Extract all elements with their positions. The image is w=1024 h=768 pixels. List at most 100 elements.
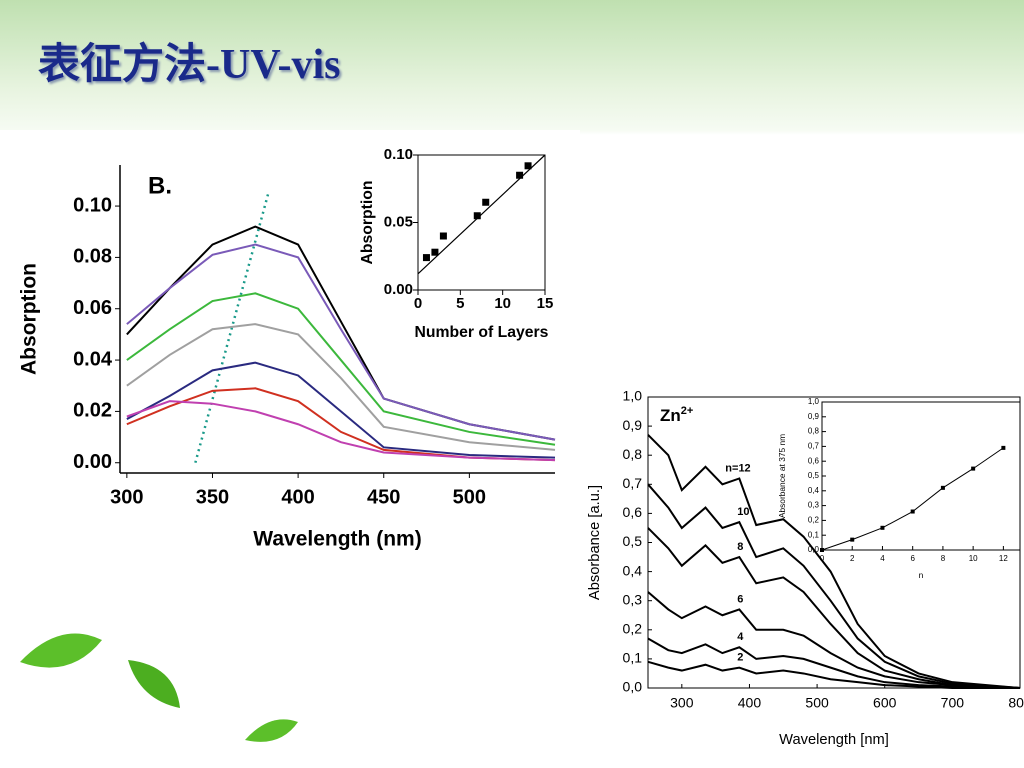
point <box>473 212 481 220</box>
x-tick-label: 500 <box>805 695 829 711</box>
x-tick-label: 15 <box>537 295 554 312</box>
y-axis-title: Absorption <box>359 181 376 265</box>
x-tick-label: 5 <box>456 295 464 312</box>
y-tick-label: 0,2 <box>623 621 643 637</box>
point <box>850 537 855 542</box>
y-tick-label: 0,1 <box>808 530 820 539</box>
series-line <box>126 400 556 462</box>
y-tick-label: 0,3 <box>623 591 643 607</box>
series-line <box>647 637 1021 689</box>
y-tick-label: 0,7 <box>808 442 820 451</box>
y-axis-title: Absorbance [a.u.] <box>587 485 603 600</box>
y-tick-label: 0.10 <box>384 146 413 163</box>
x-tick-label: 0 <box>820 554 825 563</box>
point <box>422 254 430 262</box>
y-tick-label: 0,0 <box>808 545 820 554</box>
x-tick-label: 4 <box>880 554 885 563</box>
series-line <box>647 483 1021 689</box>
plot-frame <box>417 154 546 291</box>
panel-label: B. <box>148 172 172 199</box>
x-tick-label: 0 <box>414 295 422 312</box>
point <box>910 509 915 514</box>
series-line <box>126 292 556 446</box>
x-tick-label: 12 <box>999 554 1008 563</box>
point <box>516 171 524 179</box>
curve-label: 4 <box>737 631 744 643</box>
y-tick-label: 0,0 <box>623 679 643 695</box>
curve-label: 6 <box>737 593 743 605</box>
y-tick-label: 0,6 <box>623 504 643 520</box>
y-tick-label: 0,8 <box>623 446 643 462</box>
x-axis-title: Wavelength [nm] <box>779 732 889 748</box>
y-tick-label: 0,7 <box>623 475 643 491</box>
point <box>880 525 885 530</box>
x-tick-label: 600 <box>873 695 897 711</box>
y-tick-label: 0,9 <box>623 417 643 433</box>
y-tick-label: 0.00 <box>73 451 112 473</box>
slide-title: 表征方法-UV-vis <box>38 42 341 88</box>
y-tick-label: 0.02 <box>73 400 112 422</box>
x-tick-label: 6 <box>910 554 915 563</box>
y-tick-label: 0.08 <box>73 246 112 268</box>
x-tick-label: 8 <box>941 554 946 563</box>
point <box>439 232 447 240</box>
plot-frame <box>821 401 1021 551</box>
y-tick-label: 0,8 <box>808 427 820 436</box>
series-line <box>647 527 1021 689</box>
x-tick-label: 10 <box>969 554 978 563</box>
x-tick-label: 300 <box>670 695 694 711</box>
annotation-superscript: 2+ <box>681 405 694 417</box>
curve-label: 8 <box>737 541 743 553</box>
y-tick-label: 0.10 <box>73 194 112 216</box>
series-line <box>647 591 1021 689</box>
x-axis-title: Number of Layers <box>415 324 549 341</box>
x-axis-title: n <box>919 570 924 580</box>
leaf <box>20 633 298 742</box>
y-tick-label: 0,1 <box>623 650 643 666</box>
point <box>482 198 490 206</box>
series-line <box>647 660 1020 689</box>
fit-line <box>417 154 546 275</box>
y-tick-label: 0,4 <box>808 486 820 495</box>
x-tick-label: 2 <box>850 554 855 563</box>
series-line <box>647 434 1021 689</box>
y-tick-label: 0,6 <box>808 456 820 465</box>
point <box>940 485 945 490</box>
x-tick-label: 300 <box>110 486 143 508</box>
series-line <box>126 361 556 459</box>
x-tick-label: 800 <box>1008 695 1024 711</box>
point <box>431 248 439 256</box>
x-tick-label: 400 <box>281 486 314 508</box>
y-tick-label: 0.06 <box>73 297 112 319</box>
y-axis-title: Absorbance at 375 nm <box>777 434 787 518</box>
y-tick-label: 0,4 <box>623 562 643 578</box>
x-tick-label: 10 <box>494 295 511 312</box>
x-tick-label: 500 <box>453 486 486 508</box>
y-tick-label: 0.04 <box>73 348 113 370</box>
y-tick-label: 0.05 <box>384 213 413 230</box>
y-tick-label: 0,5 <box>808 471 820 480</box>
x-tick-label: 400 <box>738 695 762 711</box>
point <box>1001 445 1006 450</box>
series-line <box>126 323 556 451</box>
point <box>820 548 824 552</box>
y-tick-label: 0,3 <box>808 501 820 510</box>
y-axis-title: Absorption <box>18 263 41 375</box>
x-tick-label: 350 <box>196 486 229 508</box>
guide-line <box>194 190 271 464</box>
curve-label: n=12 <box>725 462 750 474</box>
x-axis-title: Wavelength (nm) <box>253 528 421 551</box>
x-tick-label: 700 <box>941 695 965 711</box>
point <box>971 466 976 471</box>
y-tick-label: 0.00 <box>384 281 413 298</box>
annotation: Zn2+ <box>660 405 693 426</box>
y-tick-label: 0,5 <box>623 533 643 549</box>
y-tick-label: 1,0 <box>623 388 643 404</box>
y-tick-label: 0,2 <box>808 516 820 525</box>
y-tick-label: 1,0 <box>808 397 820 406</box>
series-line <box>126 243 556 441</box>
curve-label: 10 <box>737 506 749 518</box>
x-tick-label: 450 <box>367 486 400 508</box>
